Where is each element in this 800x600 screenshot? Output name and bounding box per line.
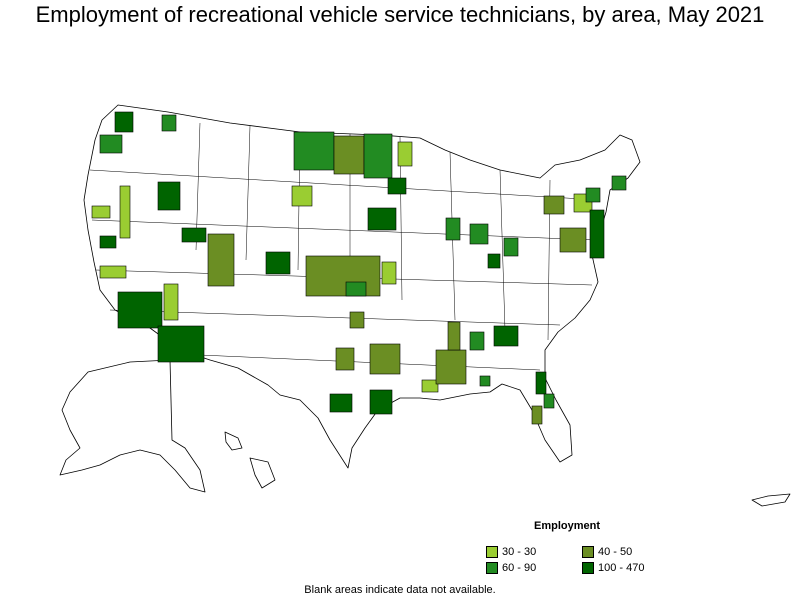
area-60-90 bbox=[161, 114, 177, 132]
area-100-470 bbox=[117, 291, 163, 329]
legend-label: 100 - 470 bbox=[598, 562, 645, 574]
area-60-90 bbox=[469, 331, 485, 351]
area-60-90 bbox=[479, 375, 491, 387]
area-40-50 bbox=[333, 135, 365, 175]
area-100-470 bbox=[157, 181, 181, 211]
legend-swatch bbox=[486, 546, 498, 558]
legend-label: 60 - 90 bbox=[502, 562, 537, 574]
area-60-90 bbox=[543, 393, 555, 409]
legend-item-40-50: 40 - 50 bbox=[582, 546, 632, 558]
territory-islands bbox=[751, 493, 791, 507]
area-40-50 bbox=[543, 195, 565, 215]
area-100-470 bbox=[181, 227, 207, 243]
area-100-470 bbox=[99, 235, 117, 249]
area-30-30 bbox=[421, 379, 439, 393]
legend-label: 30 - 30 bbox=[502, 546, 537, 558]
area-100-470 bbox=[535, 371, 547, 395]
area-60-90 bbox=[503, 237, 519, 257]
legend-title: Employment bbox=[534, 520, 601, 532]
legend-item-100-470: 100 - 470 bbox=[582, 562, 644, 574]
area-60-90 bbox=[445, 217, 461, 241]
area-100-470 bbox=[589, 209, 605, 259]
area-60-90 bbox=[293, 131, 335, 171]
area-60-90 bbox=[611, 175, 627, 191]
area-60-90 bbox=[345, 281, 367, 297]
legend-swatch bbox=[582, 562, 594, 574]
area-100-470 bbox=[369, 389, 393, 415]
area-40-50 bbox=[369, 343, 401, 375]
legend-item-60-90: 60 - 90 bbox=[486, 562, 536, 574]
area-60-90 bbox=[585, 187, 601, 203]
alaska-outline bbox=[59, 359, 206, 493]
area-30-30 bbox=[163, 283, 179, 321]
legend-item-30-30: 30 - 30 bbox=[486, 546, 536, 558]
area-60-90 bbox=[363, 133, 393, 179]
map-title: Employment of recreational vehicle servi… bbox=[35, 2, 765, 27]
area-30-30 bbox=[291, 185, 313, 207]
area-40-50 bbox=[559, 227, 587, 253]
area-100-470 bbox=[387, 177, 407, 195]
area-30-30 bbox=[91, 205, 111, 219]
area-100-470 bbox=[157, 325, 205, 363]
area-60-90 bbox=[381, 261, 397, 285]
area-40-50 bbox=[435, 349, 467, 385]
area-100-470 bbox=[329, 393, 353, 413]
area-100-470 bbox=[367, 207, 397, 231]
area-40-50 bbox=[349, 311, 365, 329]
area-40-50 bbox=[305, 255, 381, 297]
area-60-90 bbox=[99, 134, 123, 154]
legend-label: 40 - 50 bbox=[598, 546, 633, 558]
area-60-90 bbox=[469, 223, 489, 245]
hawaii-outline bbox=[224, 431, 276, 489]
area-40-50 bbox=[531, 405, 543, 425]
area-100-470 bbox=[487, 253, 501, 269]
area-30-30 bbox=[119, 185, 131, 239]
area-30-30 bbox=[397, 141, 413, 167]
area-40-50 bbox=[335, 347, 355, 371]
area-40-50 bbox=[207, 233, 235, 287]
area-40-50 bbox=[447, 321, 461, 351]
legend-swatch bbox=[486, 562, 498, 574]
footnote: Blank areas indicate data not available. bbox=[304, 584, 496, 596]
area-100-470 bbox=[493, 325, 519, 347]
area-100-470 bbox=[114, 111, 134, 133]
legend-swatch bbox=[582, 546, 594, 558]
area-30-30 bbox=[99, 265, 127, 279]
area-100-470 bbox=[265, 251, 291, 275]
